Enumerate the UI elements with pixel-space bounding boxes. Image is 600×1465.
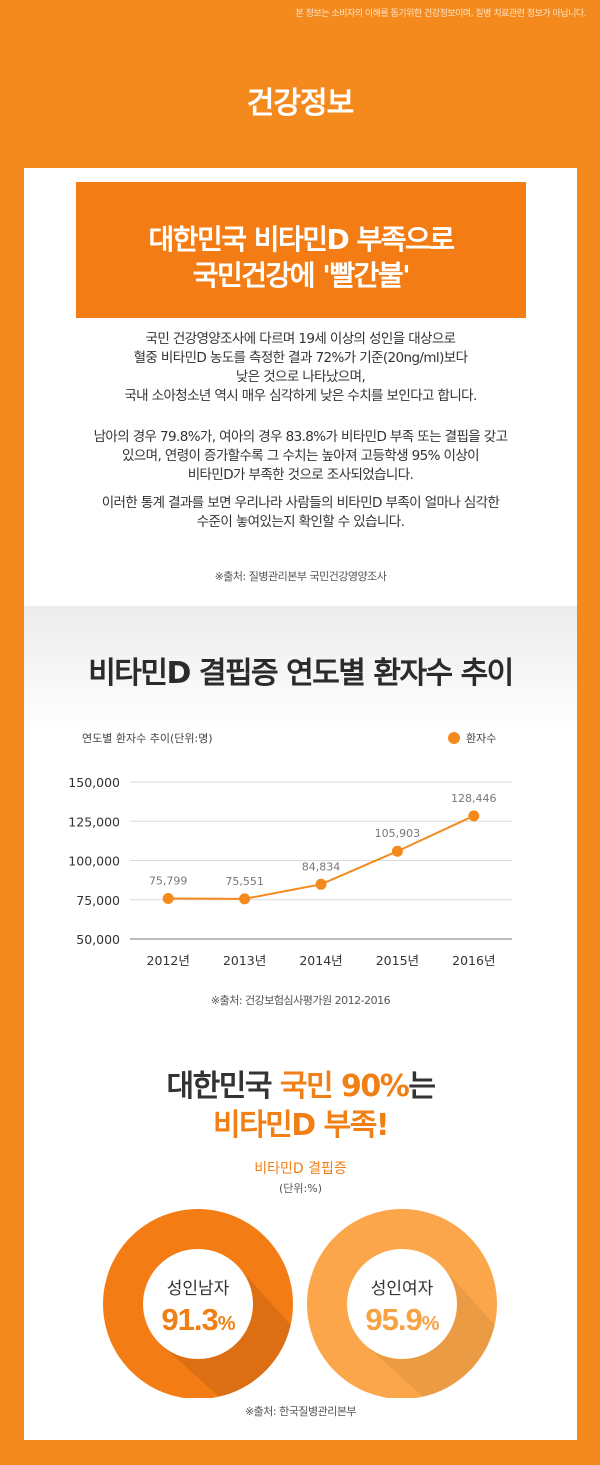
data-label: 84,834: [302, 860, 341, 873]
page-title: 건강정보: [246, 86, 354, 121]
section3-title-line2: 비타민D 부족!: [212, 1108, 390, 1143]
paragraph-line: 혈중 비타민D 농도를 측정한 결과 72%가 기준(20ng/ml)보다: [133, 350, 468, 366]
data-label: 128,446: [451, 792, 497, 805]
x-tick-label: 2013년: [223, 953, 266, 968]
banner-line-1: 대한민국 비타민D 부족으로: [148, 223, 455, 256]
donut-hole: [143, 1249, 253, 1359]
paragraph-line: 이러한 통계 결과를 보면 우리나라 사람들의 비타민D 부족이 얼마나 심각한: [101, 495, 500, 511]
y-tick-label: 75,000: [76, 893, 120, 908]
paragraph-2: 남아의 경우 79.8%가, 여아의 경우 83.8%가 비타민D 부족 또는 …: [24, 428, 577, 485]
y-tick-label: 125,000: [68, 814, 120, 829]
donut-hole: [347, 1249, 457, 1359]
donut-subtitle: 비타민D 결핍증: [254, 1161, 347, 1177]
headline-banner: 대한민국 비타민D 부족으로 국민건강에 '빨간불': [76, 182, 526, 318]
y-tick-label: 50,000: [76, 932, 120, 947]
y-axis-label: 연도별 환자수 추이(단위:명): [82, 732, 213, 745]
line-chart-section: 비타민D 결핍증 연도별 환자수 추이 연도별 환자수 추이(단위:명) 환자수 5…: [24, 606, 577, 1026]
paragraph-3: 이러한 통계 결과를 보면 우리나라 사람들의 비타민D 부족이 얼마나 심각한…: [24, 494, 577, 532]
banner-line-2: 국민건강에 '빨간불': [192, 259, 411, 292]
y-tick-label: 150,000: [68, 775, 120, 790]
x-tick-label: 2014년: [299, 953, 342, 968]
line-chart: 연도별 환자수 추이(단위:명) 환자수 50,000 75,000 100,000 12…: [68, 732, 512, 968]
donut-value: 95.9%: [365, 1302, 439, 1337]
source-note-1: ※출처: 질병관리본부 국민건강영양조사: [214, 570, 387, 583]
data-label: 105,903: [375, 827, 421, 840]
disclaimer-text: 본 정보는 소비자의 이해를 돕기위한 건강정보이며, 질병 치료관련 정보가 …: [295, 9, 587, 19]
source-note-3: ※출처: 한국질병관리본부: [244, 1405, 357, 1418]
x-tick-label: 2012년: [147, 953, 190, 968]
paragraph-line: 수준이 놓여있는지 확인할 수 있습니다.: [196, 514, 405, 530]
paragraph-line: 국민 건강영양조사에 다르며 19세 이상의 성인을 대상으로: [145, 331, 457, 347]
donut-label: 성인남자: [167, 1279, 230, 1299]
y-tick-label: 100,000: [68, 854, 120, 869]
title-highlight: 국민 90%: [279, 1069, 410, 1104]
data-label: 75,551: [225, 875, 264, 888]
donut-value-number: 91.3: [161, 1302, 218, 1337]
legend-label: 환자수: [466, 732, 496, 745]
data-point: [391, 845, 403, 857]
paragraph-1: 국민 건강영양조사에 다르며 19세 이상의 성인을 대상으로 혈중 비타민D …: [24, 330, 577, 406]
title-part: 는: [408, 1069, 436, 1104]
data-point: [162, 892, 174, 904]
title-part: 대한민국: [166, 1069, 280, 1104]
section3-title-line1: 대한민국 국민 90%는: [24, 1061, 577, 1105]
donut-chart: 성인남자 91.3% 성인여자 95.9%: [103, 1209, 497, 1398]
donut-value-percent: %: [218, 1313, 236, 1335]
paragraph-line: 비타민D가 부족한 것으로 조사되었습니다.: [187, 467, 414, 483]
donut-value: 91.3%: [161, 1302, 235, 1337]
donut-label: 성인여자: [371, 1279, 434, 1299]
donut-value-percent: %: [422, 1313, 440, 1335]
x-tick-label: 2016년: [452, 953, 495, 968]
donut-unit: (단위:%): [279, 1182, 322, 1195]
data-label: 75,799: [149, 874, 188, 887]
x-tick-label: 2015년: [376, 953, 419, 968]
data-point: [315, 878, 327, 890]
chart-title: 비타민D 결핍증 연도별 환자수 추이: [88, 656, 514, 691]
data-point: [239, 893, 251, 905]
paragraph-line: 남아의 경우 79.8%가, 여아의 경우 83.8%가 비타민D 부족 또는 …: [93, 429, 508, 445]
source-note-2: ※출처: 건강보험심사평가원 2012-2016: [210, 994, 391, 1007]
content-card: 대한민국 비타민D 부족으로 국민건강에 '빨간불' 국민 건강영양조사에 다르…: [24, 168, 577, 1440]
paragraph-line: 있으며, 연령이 증가할수록 그 수치는 높아져 고등학생 95% 이상이: [122, 448, 480, 464]
paragraph-line: 낮은 것으로 나타났으며,: [235, 369, 366, 385]
donut-value-number: 95.9: [365, 1302, 422, 1337]
data-point: [468, 810, 480, 822]
legend-marker: [448, 732, 460, 744]
paragraph-line: 국내 소아청소년 역시 매우 심각하게 낮은 수치를 보인다고 합니다.: [124, 388, 477, 404]
